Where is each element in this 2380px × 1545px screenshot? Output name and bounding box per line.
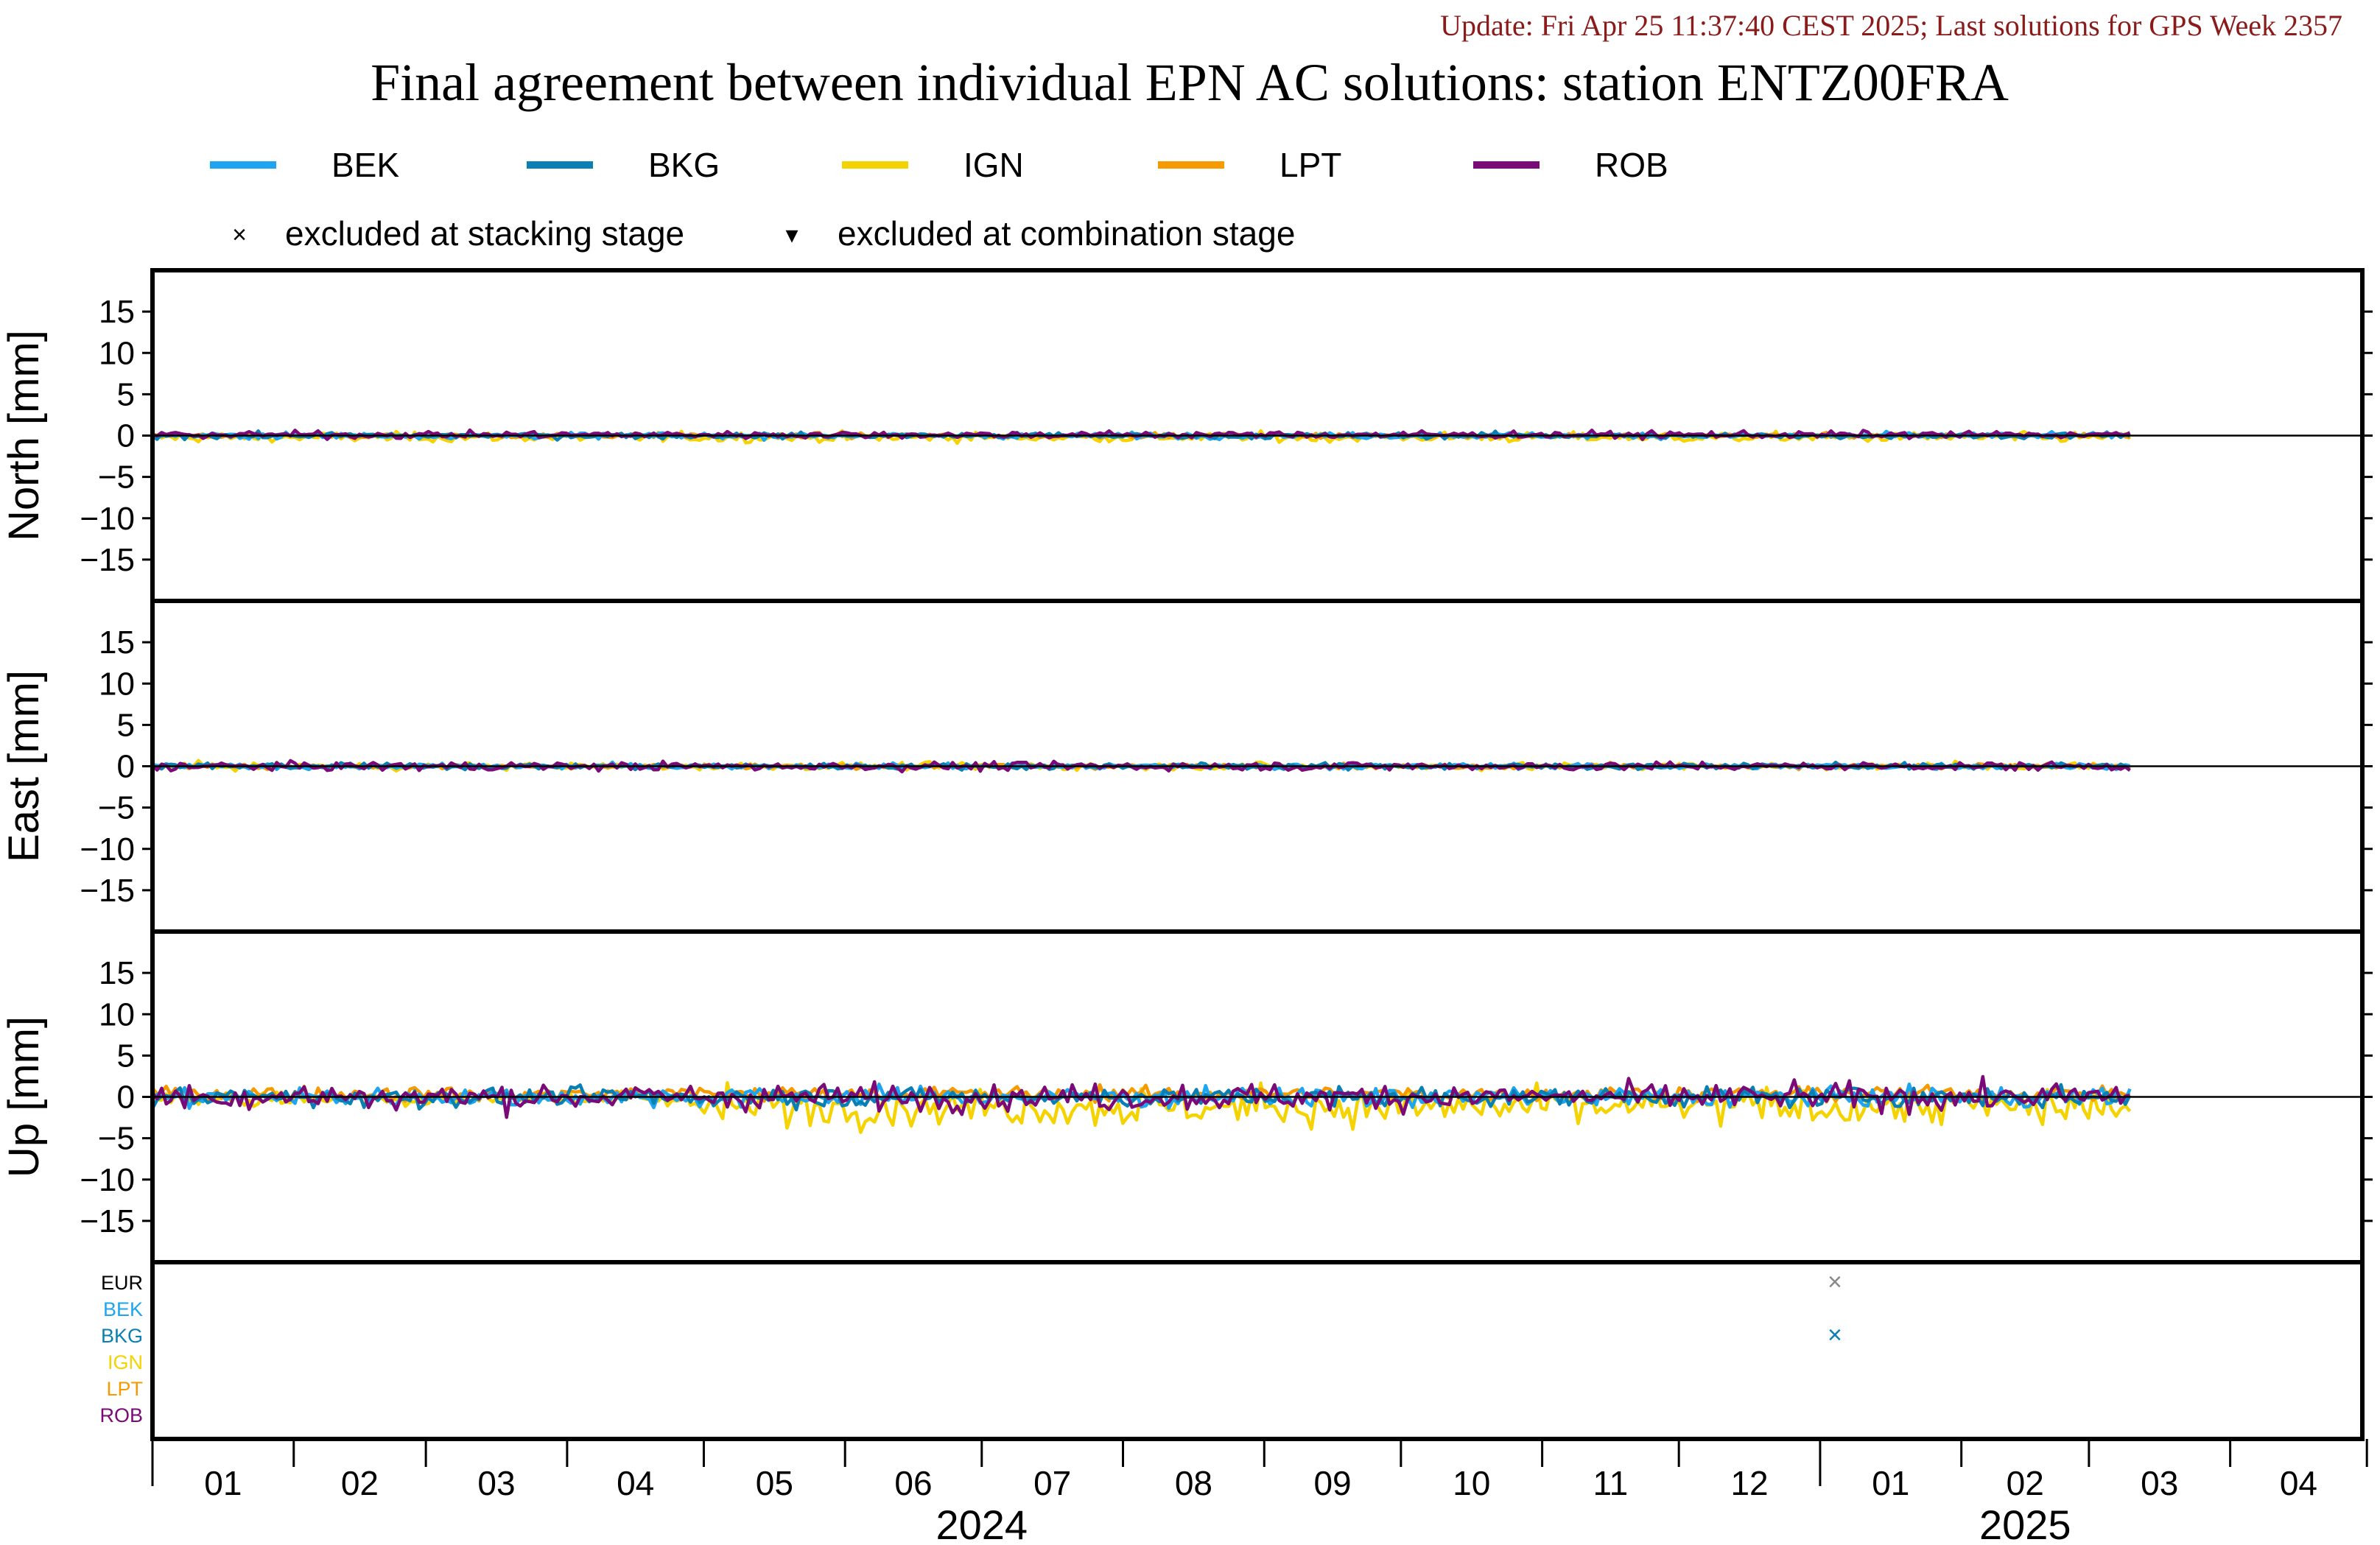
ytick-label-east-3: 0 (117, 749, 135, 785)
legend-label-bkg: BKG (648, 146, 720, 184)
month-label-13: 02 (2007, 1464, 2044, 1502)
exclusion-row-label-lpt: LPT (106, 1378, 143, 1400)
month-label-7: 08 (1175, 1464, 1212, 1502)
ytick-label-north-0: 15 (99, 294, 135, 330)
ylabel-east: East [mm] (0, 670, 48, 862)
exclusion-row-label-bkg: BKG (101, 1325, 143, 1347)
ylabel-up: Up [mm] (0, 1016, 48, 1178)
legend-label-lpt: LPT (1279, 146, 1341, 184)
month-label-8: 09 (1313, 1464, 1351, 1502)
panel-frame-exclusions (150, 1260, 2365, 1441)
month-label-2: 03 (477, 1464, 515, 1502)
marker-symbol-0: × (232, 221, 247, 249)
month-label-14: 03 (2141, 1464, 2178, 1502)
legend-label-rob: ROB (1595, 146, 1668, 184)
ytick-label-east-4: −5 (98, 790, 135, 826)
legend-label-bek: BEK (331, 146, 399, 184)
ytick-label-up-3: 0 (117, 1080, 135, 1116)
month-label-9: 10 (1453, 1464, 1490, 1502)
legend: BEK BKG IGN LPT ROB (210, 146, 1668, 184)
chart-title: Final agreement between individual EPN A… (371, 53, 2009, 112)
ytick-label-north-2: 5 (117, 376, 135, 412)
update-timestamp: Update: Fri Apr 25 11:37:40 CEST 2025; L… (1440, 9, 2342, 42)
ytick-label-up-1: 10 (99, 996, 135, 1032)
month-label-1: 02 (341, 1464, 379, 1502)
month-label-4: 05 (756, 1464, 793, 1502)
ytick-label-north-3: 0 (117, 418, 135, 454)
exclusion-row-label-rob: ROB (99, 1404, 143, 1426)
ytick-label-east-5: −10 (80, 831, 135, 867)
exclusion-row-label-eur: EUR (101, 1272, 143, 1294)
ytick-label-up-2: 5 (117, 1038, 135, 1074)
year-label-2024: 2024 (935, 1502, 1028, 1545)
month-label-10: 11 (1593, 1464, 1628, 1502)
ytick-label-north-4: −5 (98, 460, 135, 496)
ytick-label-up-0: 15 (99, 955, 135, 991)
month-label-6: 07 (1033, 1464, 1071, 1502)
ylabel-north: North [mm] (0, 330, 48, 541)
exclusion-mark-1: × (1828, 1321, 1842, 1349)
exclusion-row-label-bek: BEK (103, 1298, 143, 1320)
month-label-0: 01 (204, 1464, 242, 1502)
month-label-3: 04 (617, 1464, 654, 1502)
month-label-11: 12 (1730, 1464, 1768, 1502)
x-axis: 01 02 03 04 05 06 07 08 09 10 11 12 01 02 03 04 2024 2025 (151, 1437, 2368, 1545)
panel-up: 15 10 5 0 −5 −10 −15 Up [mm] (0, 929, 2373, 1264)
ytick-label-east-6: −15 (80, 873, 135, 909)
panels: 15 10 5 0 −5 −10 −15 North [mm] 15 10 5 0 −5 −10 −15 Ea… (0, 268, 2373, 1441)
panel-east: 15 10 5 0 −5 −10 −15 East [mm] (0, 599, 2373, 934)
panel-exclusions: EUR BEK BKG IGN LPT ROB × × (99, 1260, 2365, 1441)
legend-label-ign: IGN (963, 146, 1024, 184)
panel-north: 15 10 5 0 −5 −10 −15 North [mm] (0, 268, 2373, 603)
year-label-2025: 2025 (1979, 1502, 2071, 1545)
ytick-label-east-0: 15 (99, 624, 135, 661)
series-up-rob (151, 1074, 2130, 1119)
marker-label-0: excluded at stacking stage (285, 214, 684, 253)
ytick-label-up-6: −15 (80, 1203, 135, 1239)
month-label-5: 06 (894, 1464, 932, 1502)
month-label-12: 01 (1872, 1464, 1909, 1502)
exclusion-row-label-ign: IGN (108, 1351, 143, 1373)
ytick-label-up-4: −5 (98, 1121, 135, 1157)
ytick-label-north-5: −10 (80, 501, 135, 537)
ytick-label-east-1: 10 (99, 666, 135, 702)
ytick-label-east-2: 5 (117, 707, 135, 743)
marker-symbol-1: ▾ (785, 221, 798, 249)
month-label-15: 04 (2280, 1464, 2317, 1502)
marker-legend: × excluded at stacking stage ▾ excluded at … (232, 214, 1295, 253)
ytick-label-north-1: 10 (99, 335, 135, 371)
ytick-label-up-5: −10 (80, 1162, 135, 1198)
ytick-label-north-6: −15 (80, 542, 135, 578)
exclusion-mark-0: × (1828, 1268, 1842, 1296)
marker-label-1: excluded at combination stage (838, 214, 1295, 253)
